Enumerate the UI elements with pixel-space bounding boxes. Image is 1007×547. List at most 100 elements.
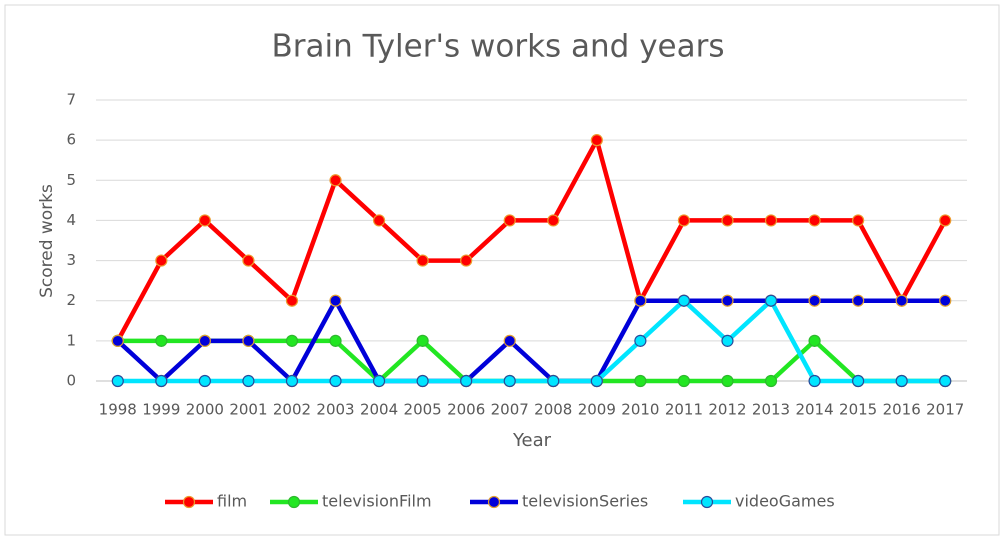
- y-tick-label: 4: [66, 211, 76, 229]
- x-tick-label: 2016: [883, 401, 921, 419]
- x-tick-label: 2007: [491, 401, 529, 419]
- x-tick-label: 2001: [229, 401, 267, 419]
- data-point: [198, 334, 211, 347]
- data-point: [721, 214, 734, 227]
- legend: film televisionFilm televisionSeries videoG…: [165, 492, 835, 511]
- data-point: [939, 214, 952, 227]
- data-point: [808, 214, 821, 227]
- data-point: [285, 374, 299, 388]
- data-point: [764, 214, 778, 227]
- x-tick-label: 2003: [316, 401, 354, 419]
- data-point: [808, 294, 821, 307]
- x-tick-label: 2006: [447, 401, 485, 419]
- x-tick-label: 2008: [534, 401, 572, 419]
- x-tick-label: 2010: [621, 401, 659, 419]
- chart-title: Brain Tyler's works and years: [271, 29, 724, 65]
- x-tick-label: 2017: [926, 401, 964, 419]
- data-point: [721, 334, 734, 347]
- data-point: [939, 374, 952, 388]
- x-tick-label: 2004: [360, 401, 398, 419]
- data-point: [503, 334, 516, 347]
- x-axis-label: Year: [512, 430, 552, 451]
- data-point: [634, 294, 647, 307]
- data-point: [416, 374, 429, 388]
- data-point: [808, 334, 821, 347]
- data-point: [503, 214, 516, 227]
- data-point: [329, 174, 342, 187]
- data-point: [895, 294, 908, 307]
- y-tick-label: 5: [66, 171, 76, 189]
- y-tick-label: 6: [66, 131, 76, 149]
- x-tick-label: 2012: [708, 401, 746, 419]
- x-tick-label: 2002: [273, 401, 311, 419]
- series-line: [116, 298, 946, 384]
- data-point: [242, 374, 255, 388]
- x-tick-label: 2013: [752, 401, 790, 419]
- data-point: [852, 294, 865, 307]
- data-point: [939, 294, 952, 307]
- legend-label: televisionFilm: [322, 492, 432, 511]
- chart-frame: [4, 4, 1000, 536]
- data-point: [764, 294, 778, 307]
- data-point: [460, 374, 473, 388]
- data-point: [721, 374, 734, 388]
- data-point: [416, 334, 429, 347]
- data-point: [111, 334, 124, 347]
- legend-marker: [487, 495, 501, 509]
- y-axis-label: Scored works: [37, 184, 57, 298]
- data-point: [852, 374, 865, 388]
- x-tick-label: 1998: [99, 401, 137, 419]
- y-tick-label: 1: [66, 331, 76, 349]
- x-tick-label: 1999: [142, 401, 180, 419]
- data-point: [111, 374, 124, 388]
- data-point: [634, 374, 647, 388]
- data-point: [764, 374, 778, 388]
- legend-label: film: [217, 492, 247, 511]
- data-point: [155, 374, 168, 388]
- x-tick-label: 2011: [665, 401, 703, 419]
- data-point: [329, 334, 342, 347]
- legend-marker: [700, 495, 714, 509]
- legend-marker: [287, 495, 301, 509]
- data-point: [155, 334, 168, 347]
- x-tick-label: 2000: [186, 401, 224, 419]
- series-line: [115, 137, 948, 342]
- data-point: [416, 254, 429, 267]
- data-point: [285, 334, 299, 347]
- data-point: [547, 374, 560, 388]
- data-point: [329, 294, 342, 307]
- plot: [111, 134, 952, 388]
- data-point: [242, 334, 255, 347]
- data-point: [677, 374, 691, 388]
- data-point: [198, 214, 211, 227]
- y-tick-label: 3: [66, 251, 76, 269]
- y-tick-label: 2: [66, 291, 76, 309]
- data-point: [634, 334, 647, 347]
- y-tick-label: 7: [66, 91, 76, 109]
- data-point: [155, 254, 168, 267]
- x-tick-label: 2015: [839, 401, 877, 419]
- data-point: [677, 214, 691, 227]
- x-tick-label: 2005: [404, 401, 442, 419]
- data-point: [547, 214, 560, 227]
- legend-label: televisionSeries: [522, 492, 648, 511]
- data-point: [372, 214, 386, 227]
- data-point: [329, 374, 342, 388]
- data-point: [677, 294, 691, 307]
- data-point: [372, 374, 386, 388]
- x-tick-label: 2009: [578, 401, 616, 419]
- data-point: [460, 254, 473, 267]
- data-point: [285, 294, 299, 307]
- data-point: [242, 254, 255, 267]
- data-point: [721, 294, 734, 307]
- data-point: [503, 374, 516, 388]
- series-line: [117, 298, 946, 384]
- data-point: [808, 374, 821, 388]
- data-point: [852, 214, 865, 227]
- legend-label: videoGames: [735, 492, 835, 511]
- legend-marker: [182, 495, 196, 509]
- data-point: [895, 374, 908, 388]
- data-point: [590, 374, 603, 388]
